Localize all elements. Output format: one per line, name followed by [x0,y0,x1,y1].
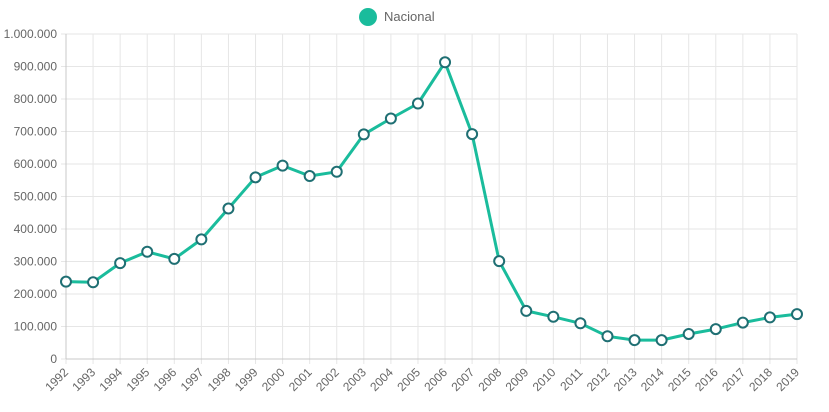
series-line-nacional [64,60,799,342]
data-point[interactable] [709,323,722,336]
x-tick-label: 2001 [286,365,315,394]
y-tick-label: 200.000 [14,287,58,301]
data-point[interactable] [791,308,803,321]
y-tick-label: 0 [50,352,57,366]
data-point[interactable] [195,233,208,246]
x-tick-label: 1994 [96,365,125,394]
data-point[interactable] [574,317,587,330]
data-point[interactable] [303,170,316,183]
y-tick-label: 600.000 [14,157,58,171]
y-tick-label: 300.000 [14,255,58,269]
x-tick-label: 1996 [151,365,180,394]
data-point[interactable] [763,311,776,324]
data-point[interactable] [330,165,343,178]
data-point[interactable] [493,255,506,268]
y-tick-label: 800.000 [14,92,58,106]
x-tick-label: 1999 [232,365,261,394]
data-point[interactable] [357,128,370,141]
data-point[interactable] [439,56,452,69]
y-tick-label: 100.000 [14,320,58,334]
x-tick-label: 2017 [719,365,748,394]
y-tick-label: 1.000.000 [4,27,58,41]
data-point[interactable] [547,310,560,323]
x-tick-label: 2003 [340,365,369,394]
x-tick-label: 1997 [178,365,207,394]
x-tick-label: 2004 [367,365,396,394]
x-tick-label: 2000 [259,365,288,394]
data-point[interactable] [249,171,262,184]
data-point[interactable] [736,316,749,329]
axes [65,34,797,360]
data-point[interactable] [141,245,154,258]
x-tick-label: 2005 [394,365,423,394]
x-tick-label: 1998 [205,365,234,394]
data-point[interactable] [60,275,72,288]
legend-label-nacional[interactable]: Nacional [384,9,435,24]
data-point[interactable] [520,304,533,317]
x-tick-label: 2011 [557,365,585,393]
x-tick-label: 2002 [313,365,342,394]
x-tick-label: 2015 [665,365,694,394]
grid-lines [61,33,798,364]
data-point[interactable] [601,330,614,343]
data-point[interactable] [114,257,127,270]
data-point[interactable] [168,252,181,265]
x-tick-label: 2008 [476,365,505,394]
x-axis-tick-labels: 1992199319941995199619971998199920002001… [42,365,802,394]
x-tick-label: 1995 [124,365,153,394]
x-tick-label: 2013 [611,365,640,394]
x-tick-label: 1992 [42,365,71,394]
x-tick-label: 2007 [448,365,477,394]
x-tick-label: 2012 [584,365,613,394]
x-tick-label: 2016 [692,365,721,394]
y-tick-label: 400.000 [14,222,58,236]
data-point[interactable] [384,112,397,125]
legend-swatch-nacional[interactable] [359,8,377,26]
legend[interactable]: Nacional [359,8,435,26]
x-tick-label: 1993 [69,365,98,394]
x-tick-label: 2014 [638,365,667,394]
data-point[interactable] [87,276,100,289]
data-point[interactable] [411,97,424,110]
x-tick-label: 2009 [503,365,532,394]
x-tick-label: 2019 [773,365,802,394]
data-point[interactable] [682,327,695,340]
series-layer [60,56,803,347]
data-point[interactable] [276,159,289,172]
data-point[interactable] [466,128,479,141]
data-point[interactable] [655,334,668,347]
y-tick-label: 700.000 [14,125,58,139]
data-point[interactable] [222,202,235,215]
x-tick-label: 2018 [746,365,775,394]
y-tick-label: 900.000 [14,60,58,74]
x-tick-label: 2006 [421,365,450,394]
y-tick-label: 500.000 [14,190,58,204]
y-axis-tick-labels: 0 100.000 200.000 300.000 400.000 500.000 600.… [4,27,58,366]
x-tick-label: 2010 [530,365,559,394]
data-point[interactable] [628,334,641,347]
